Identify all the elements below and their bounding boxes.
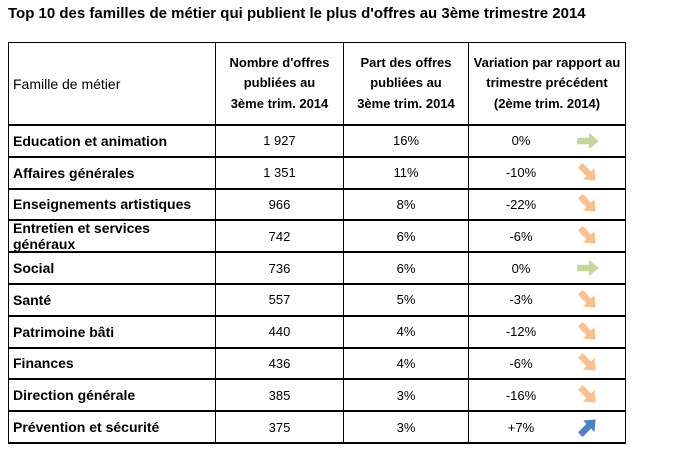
cell-variation: 0% [469, 253, 626, 285]
cell-variation: 0% [469, 126, 626, 158]
cell-variation: -3% [469, 284, 626, 317]
table-row: Enseignements artistiques 966 8% -22% [9, 189, 626, 222]
table-row: Social 736 6% 0% [9, 253, 626, 285]
cell-famille: Patrimoine bâti [9, 316, 216, 349]
cell-nombre: 1 351 [216, 157, 344, 190]
cell-variation: -22% [469, 189, 626, 222]
flat-arrow-icon [573, 255, 625, 281]
cell-famille: Education et animation [9, 126, 216, 158]
cell-part: 3% [344, 380, 469, 413]
cell-part: 6% [344, 221, 469, 254]
variation-value: -6% [509, 228, 533, 244]
cell-variation: -12% [469, 316, 626, 349]
variation-value: 0% [511, 260, 531, 276]
table-row: Finances 436 4% -6% [9, 348, 626, 381]
table-row: Santé 557 5% -3% [9, 284, 626, 317]
table-row: Education et animation 1 927 16% 0% [9, 126, 626, 158]
cell-part: 4% [344, 348, 469, 381]
cell-famille: Prévention et sécurité [9, 412, 216, 444]
cell-part: 5% [344, 284, 469, 317]
cell-part: 8% [344, 189, 469, 222]
cell-nombre: 385 [216, 380, 344, 413]
down-arrow-icon [573, 223, 625, 249]
down-arrow-icon [573, 382, 625, 408]
cell-famille: Social [9, 253, 216, 285]
header-part: Part des offres publiées au 3ème trim. 2… [344, 43, 469, 126]
up-arrow-icon [573, 414, 625, 440]
table-body: Education et animation 1 927 16% 0% Affaires… [9, 126, 626, 444]
cell-nombre: 436 [216, 348, 344, 381]
down-arrow-icon [573, 160, 625, 186]
cell-part: 6% [344, 253, 469, 285]
cell-variation: -10% [469, 157, 626, 190]
header-nombre: Nombre d'offres publiées au 3ème trim. 2… [216, 43, 344, 126]
table-row: Prévention et sécurité 375 3% +7% [9, 412, 626, 444]
variation-value: -6% [509, 355, 533, 371]
flat-arrow-icon [573, 128, 625, 154]
cell-variation: -16% [469, 380, 626, 413]
cell-nombre: 736 [216, 253, 344, 285]
header-famille: Famille de métier [9, 43, 216, 126]
variation-value: 0% [511, 133, 531, 149]
variation-value: -3% [509, 292, 533, 308]
cell-famille: Enseignements artistiques [9, 189, 216, 222]
table-row: Entretien et services généraux 742 6% -6% [9, 221, 626, 254]
down-arrow-icon [573, 287, 625, 313]
cell-famille: Affaires générales [9, 157, 216, 190]
table-row: Affaires générales 1 351 11% -10% [9, 157, 626, 190]
header-variation: Variation par rapport au trimestre précé… [469, 43, 626, 126]
down-arrow-icon [573, 319, 625, 345]
cell-famille: Entretien et services généraux [9, 221, 216, 254]
cell-nombre: 742 [216, 221, 344, 254]
cell-nombre: 375 [216, 412, 344, 444]
cell-nombre: 557 [216, 284, 344, 317]
table-row: Patrimoine bâti 440 4% -12% [9, 316, 626, 349]
cell-nombre: 966 [216, 189, 344, 222]
cell-part: 4% [344, 316, 469, 349]
cell-famille: Finances [9, 348, 216, 381]
cell-famille: Direction générale [9, 380, 216, 413]
page-title: Top 10 des familles de métier qui publie… [8, 5, 586, 22]
table-row: Direction générale 385 3% -16% [9, 380, 626, 413]
cell-nombre: 440 [216, 316, 344, 349]
cell-part: 11% [344, 157, 469, 190]
cell-nombre: 1 927 [216, 126, 344, 158]
cell-part: 3% [344, 412, 469, 444]
variation-value: -16% [505, 387, 537, 403]
variation-value: +7% [507, 419, 535, 435]
cell-famille: Santé [9, 284, 216, 317]
variation-value: -12% [505, 324, 537, 340]
cell-part: 16% [344, 126, 469, 158]
cell-variation: +7% [469, 412, 626, 444]
offers-table: Famille de métier Nombre d'offres publié… [8, 42, 626, 444]
down-arrow-icon [573, 350, 625, 376]
variation-value: -10% [505, 165, 537, 181]
cell-variation: -6% [469, 348, 626, 381]
variation-value: -22% [505, 196, 537, 212]
down-arrow-icon [573, 191, 625, 217]
cell-variation: -6% [469, 221, 626, 254]
table-header-row: Famille de métier Nombre d'offres publié… [9, 43, 626, 126]
